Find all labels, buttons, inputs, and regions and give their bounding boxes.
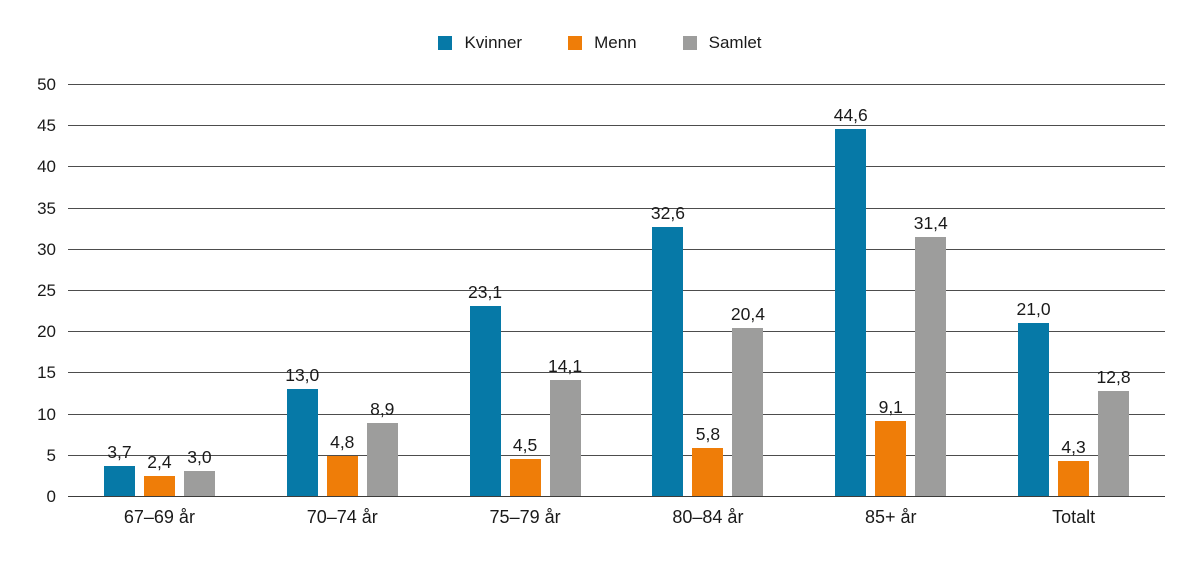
gridline: [68, 413, 1165, 415]
bar-samlet-2: 8,9: [366, 400, 398, 496]
bar-samlet-3: 14,1: [548, 357, 582, 496]
legend-label: Samlet: [708, 33, 762, 52]
bar-group-1: 3,7 2,4 3,0: [103, 443, 215, 496]
bar-samlet-1: 3,0: [183, 448, 215, 496]
bar-kvinner-1: 3,7: [103, 443, 135, 496]
bar-value-label: 4,8: [330, 432, 355, 453]
bar-menn-2: 4,8: [326, 433, 358, 496]
legend-item-samlet: Samlet: [682, 33, 762, 52]
x-category-label: 67–69 år: [123, 507, 195, 527]
bar-value-label: 32,6: [650, 203, 685, 224]
bar-value-label: 3,0: [187, 447, 212, 468]
gridline: [68, 331, 1165, 333]
gridline: [68, 454, 1165, 456]
bar-menn-4: 5,8: [692, 425, 724, 496]
x-category-label: Totalt: [1052, 507, 1096, 527]
bar-samlet-6: 12,8: [1097, 368, 1131, 496]
bar-group-3: 23,1 4,5 14,1: [468, 283, 582, 496]
legend-item-kvinner: Kvinner: [438, 34, 522, 52]
bar-value-label: 23,1: [468, 281, 503, 302]
bar-kvinner-2: 13,0: [285, 366, 319, 496]
bar-samlet-5: 31,4: [914, 214, 948, 496]
bar-value-label: 4,5: [512, 434, 538, 455]
bar-value-label: 3,7: [107, 441, 132, 462]
y-tick-label: 50: [37, 75, 56, 94]
y-tick-label: 0: [46, 487, 56, 506]
gridline: [68, 207, 1165, 209]
bar-value-label: 5,8: [695, 424, 721, 445]
y-tick-label: 20: [37, 322, 56, 342]
chart-legend: Kvinner Menn Samlet: [0, 34, 1200, 52]
bar-group-2: 13,0 4,8 8,9: [285, 366, 398, 496]
y-tick-label: 25: [37, 281, 56, 300]
x-axis-line: [68, 496, 1165, 497]
bar-value-label: 20,4: [730, 303, 765, 324]
y-tick-label: 45: [37, 116, 56, 136]
bar-value-label: 2,4: [147, 452, 172, 473]
bar-kvinner-5: 44,6: [834, 106, 868, 496]
bar-kvinner-4: 32,6: [651, 204, 685, 496]
y-tick-label: 5: [46, 445, 56, 465]
x-category-label: 85+ år: [864, 507, 917, 527]
bar-value-label: 12,8: [1096, 366, 1131, 387]
bar-menn-5: 9,1: [875, 398, 907, 496]
bar-kvinner-6: 21,0: [1017, 300, 1051, 496]
bar-kvinner-3: 23,1: [468, 283, 502, 496]
legend-swatch-icon: [438, 36, 453, 50]
y-tick-label: 40: [37, 157, 56, 177]
gridline: [68, 84, 1165, 85]
bar-menn-1: 2,4: [143, 453, 175, 496]
bar-value-label: 31,4: [913, 213, 948, 234]
bar-menn-3: 4,5: [509, 436, 541, 496]
chart-plot-area: 3,7 2,4 3,0 67–69 år 13,0 4,8 8,9 70–74 år 23,1 4…: [68, 84, 1165, 527]
gridline: [68, 372, 1165, 374]
bar-samlet-4: 20,4: [731, 305, 765, 496]
bar-group-4: 32,6 5,8 20,4: [651, 204, 765, 496]
bar-value-label: 13,0: [285, 364, 320, 385]
x-category-label: 80–84 år: [672, 507, 744, 527]
x-category-label: 75–79 år: [489, 507, 561, 527]
legend-label: Menn: [594, 33, 637, 52]
legend-swatch-icon: [682, 36, 697, 50]
y-tick-label: 35: [37, 198, 56, 218]
gridline: [68, 125, 1165, 127]
bar-value-label: 21,0: [1016, 298, 1051, 319]
gridline: [68, 248, 1165, 250]
bar-group-6: 21,0 4,3 12,8: [1017, 300, 1131, 496]
bar-menn-6: 4,3: [1058, 438, 1090, 496]
x-category-label: 70–74 år: [306, 507, 378, 527]
bar-value-label: 9,1: [878, 397, 903, 418]
gridline: [68, 290, 1165, 291]
bar-group-5: 44,6 9,1 31,4: [834, 106, 948, 496]
legend-label: Kvinner: [464, 33, 523, 52]
bar-value-label: 8,9: [370, 398, 395, 419]
bar-value-label: 14,1: [548, 355, 583, 376]
legend-item-menn: Menn: [568, 34, 637, 52]
y-tick-label: 15: [37, 363, 56, 383]
y-axis-tick-labels: 0 5 10 15 20 25 30 35 40 45 50: [0, 75, 56, 506]
legend-swatch-icon: [568, 36, 583, 50]
y-tick-label: 30: [37, 239, 56, 259]
bar-value-label: 4,3: [1061, 436, 1086, 457]
gridline: [68, 166, 1165, 168]
y-tick-label: 10: [37, 404, 56, 424]
bar-value-label: 44,6: [833, 104, 868, 125]
